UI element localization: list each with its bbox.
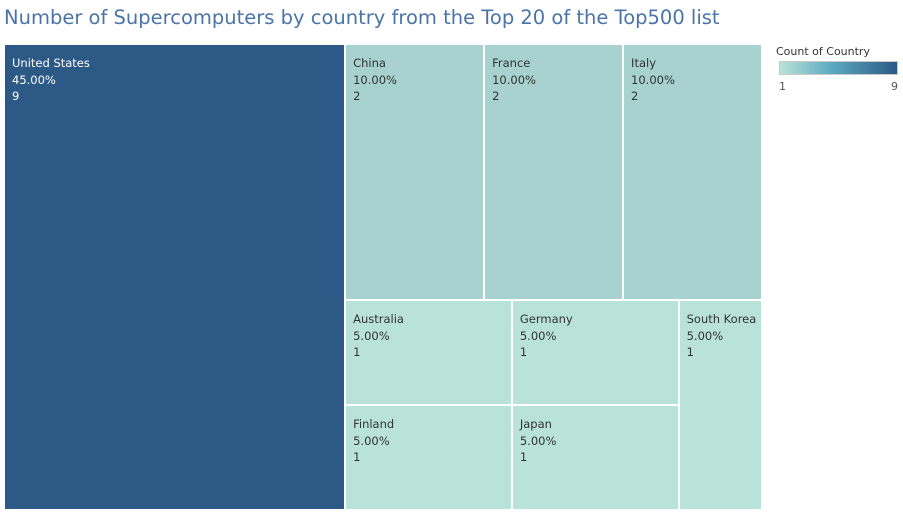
chart-title: Number of Supercomputers by country from… <box>4 6 720 29</box>
tile-percent-label: 5.00% <box>686 328 724 343</box>
tile-percent-label: 5.00% <box>353 433 390 448</box>
legend-min-label: 1 <box>779 80 786 93</box>
tile-country-label: United States <box>12 56 90 70</box>
tile-label-group: Germany 5.00% 1 <box>520 311 573 361</box>
treemap-tile-south-korea[interactable]: South Korea 5.00% 1 <box>678 300 762 510</box>
legend-title: Count of Country <box>776 45 870 58</box>
tile-label-group: France 10.00% 2 <box>492 55 536 105</box>
tile-count-label: 1 <box>519 450 528 464</box>
legend-max-label: 9 <box>891 80 898 93</box>
tile-percent-label: 10.00% <box>353 72 397 87</box>
tile-percent-label: 5.00% <box>519 433 557 448</box>
tile-count-label: 9 <box>12 89 20 103</box>
legend-color-scale <box>779 61 898 75</box>
tile-count-label: 1 <box>353 450 361 464</box>
tile-label-group: Japan 5.00% 1 <box>520 416 557 466</box>
treemap-tile-france[interactable]: France 10.00% 2 <box>484 44 624 301</box>
tile-country-label: Germany <box>519 312 573 327</box>
tile-label-group: Australia 5.00% 1 <box>353 311 404 361</box>
tile-count-label: 2 <box>353 89 361 103</box>
tile-percent-label: 10.00% <box>631 72 675 87</box>
tile-count-label: 2 <box>492 89 500 103</box>
tile-country-label: Australia <box>353 312 404 327</box>
tile-count-label: 1 <box>353 345 361 360</box>
tile-label-group: United States 45.00% 9 <box>12 55 90 105</box>
tile-percent-label: 45.00% <box>12 72 56 87</box>
tile-count-label: 2 <box>631 89 639 103</box>
treemap-tile-italy[interactable]: Italy 10.00% 2 <box>623 44 762 301</box>
tile-country-label: South Korea <box>686 312 757 327</box>
tile-label-group: Italy 10.00% 2 <box>631 55 675 105</box>
tile-count-label: 1 <box>519 345 528 360</box>
treemap-tile-australia[interactable]: Australia 5.00% 1 <box>345 300 512 405</box>
treemap-tile-finland[interactable]: Finland 5.00% 1 <box>345 405 512 510</box>
tile-percent-label: 10.00% <box>492 72 536 87</box>
tile-country-label: France <box>492 56 531 70</box>
treemap-tile-japan[interactable]: Japan 5.00% 1 <box>511 405 679 510</box>
tile-country-label: Finland <box>353 417 395 431</box>
tile-label-group: China 10.00% 2 <box>353 55 397 105</box>
tile-label-group: South Korea 5.00% 1 <box>687 311 757 361</box>
treemap-tile-china[interactable]: China 10.00% 2 <box>345 44 485 301</box>
tile-count-label: 1 <box>686 345 694 360</box>
tile-country-label: Japan <box>519 417 552 431</box>
tile-percent-label: 5.00% <box>519 328 557 343</box>
tile-percent-label: 5.00% <box>353 328 390 343</box>
tile-country-label: Italy <box>631 56 656 70</box>
tile-label-group: Finland 5.00% 1 <box>353 416 394 466</box>
tile-country-label: China <box>353 56 386 70</box>
treemap-tile-united-states[interactable]: United States 45.00% 9 <box>4 44 346 510</box>
treemap-tile-germany[interactable]: Germany 5.00% 1 <box>511 300 679 405</box>
